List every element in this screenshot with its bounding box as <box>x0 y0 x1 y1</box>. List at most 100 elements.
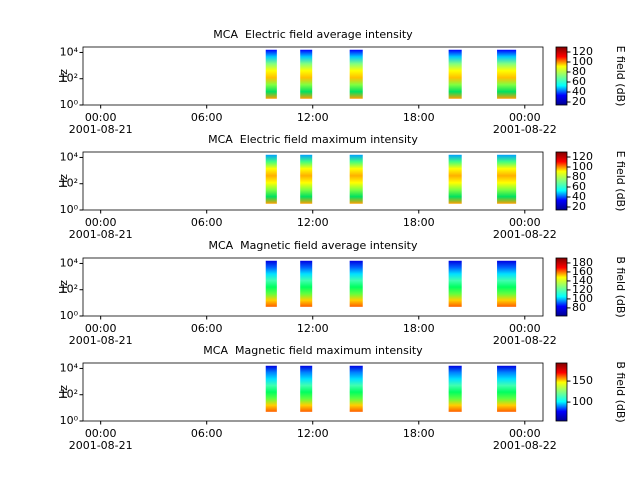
x-date-label: 2001-08-22 <box>493 439 557 452</box>
spectrum-block <box>300 260 313 307</box>
y-tick-label: 10⁰ <box>60 203 79 216</box>
y-tick-label: 10⁴ <box>60 45 79 58</box>
y-tick-label: 10⁰ <box>60 309 79 322</box>
colorbar-tick-label: 120 <box>572 45 593 58</box>
x-tick-label: 06:00 <box>191 111 223 124</box>
colorbar-label: E field (dB) <box>614 46 627 107</box>
colorbar <box>555 362 568 422</box>
x-date-label: 2001-08-22 <box>493 123 557 136</box>
x-date-label: 2001-08-22 <box>493 334 557 347</box>
spectrum-block <box>265 365 277 412</box>
spectrum-block <box>497 49 517 99</box>
colorbar-tick-label: 100 <box>572 160 593 173</box>
panel-title: MCA Magnetic field average intensity <box>208 239 417 252</box>
x-date-label: 2001-08-21 <box>69 334 133 347</box>
x-tick-label: 12:00 <box>297 216 329 229</box>
x-tick-label: 12:00 <box>297 322 329 335</box>
spectrum-block <box>448 49 462 99</box>
x-date-label: 2001-08-22 <box>493 228 557 241</box>
x-tick-label: 00:00 <box>85 111 117 124</box>
x-tick-label: 18:00 <box>403 427 435 440</box>
plot-frame <box>82 362 544 422</box>
spectrum-block <box>448 365 462 412</box>
colorbar-tick-label: 60 <box>572 75 586 88</box>
spectrum-block <box>349 365 363 412</box>
spectrum-block <box>497 154 517 204</box>
colorbar-tick-label: 40 <box>572 190 586 203</box>
y-tick-label: 10⁴ <box>60 361 79 374</box>
x-tick-label: 18:00 <box>403 111 435 124</box>
y-tick-label: 10² <box>60 283 78 296</box>
x-date-label: 2001-08-21 <box>69 228 133 241</box>
colorbar <box>555 46 568 106</box>
panel-title: MCA Electric field average intensity <box>213 28 413 41</box>
spectrum-block <box>265 154 277 204</box>
y-axis-label: Hz <box>57 174 70 188</box>
spectrum-block <box>349 154 363 204</box>
colorbar-tick-label: 60 <box>572 180 586 193</box>
colorbar-tick-label: 20 <box>572 200 586 213</box>
colorbar-tick-label: 180 <box>572 256 593 269</box>
y-axis-label: Hz <box>57 280 70 294</box>
x-tick-label: 00:00 <box>509 111 541 124</box>
colorbar-tick-label: 120 <box>572 283 593 296</box>
spectrum-block <box>300 154 313 204</box>
spectrum-block <box>349 260 363 307</box>
colorbar-tick-label: 20 <box>572 95 586 108</box>
y-tick-label: 10⁰ <box>60 98 79 111</box>
spectrum-block <box>448 154 462 204</box>
colorbar-tick-label: 40 <box>572 85 586 98</box>
x-tick-label: 00:00 <box>509 216 541 229</box>
colorbar-tick-label: 100 <box>572 55 593 68</box>
colorbar-label: B field (dB) <box>614 361 627 422</box>
spectrum-block <box>497 260 517 307</box>
x-tick-label: 12:00 <box>297 111 329 124</box>
x-tick-label: 06:00 <box>191 216 223 229</box>
x-tick-label: 00:00 <box>85 216 117 229</box>
x-tick-label: 00:00 <box>509 427 541 440</box>
panel-title: MCA Electric field maximum intensity <box>208 133 418 146</box>
colorbar-tick-label: 100 <box>572 395 593 408</box>
y-tick-label: 10⁴ <box>60 150 79 163</box>
colorbar-label: B field (dB) <box>614 256 627 317</box>
colorbar-tick-label: 80 <box>572 301 586 314</box>
x-tick-label: 00:00 <box>85 322 117 335</box>
y-axis-label: Hz <box>57 385 70 399</box>
y-tick-label: 10² <box>60 72 78 85</box>
colorbar-tick-label: 150 <box>572 374 593 387</box>
colorbar-tick-label: 120 <box>572 150 593 163</box>
plot-frame <box>82 46 544 106</box>
y-tick-label: 10² <box>60 388 78 401</box>
spectrum-block <box>300 365 313 412</box>
colorbar-tick-label: 160 <box>572 265 593 278</box>
plot-frame <box>82 151 544 211</box>
colorbar-label: E field (dB) <box>614 151 627 212</box>
x-date-label: 2001-08-21 <box>69 123 133 136</box>
x-tick-label: 18:00 <box>403 322 435 335</box>
spectrum-block <box>300 49 313 99</box>
y-tick-label: 10⁴ <box>60 256 79 269</box>
spectrum-block <box>349 49 363 99</box>
colorbar-tick-label: 80 <box>572 65 586 78</box>
spectrum-block <box>497 365 517 412</box>
x-tick-label: 06:00 <box>191 427 223 440</box>
spectrum-block <box>265 260 277 307</box>
x-tick-label: 18:00 <box>403 216 435 229</box>
colorbar <box>555 257 568 317</box>
y-axis-label: Hz <box>57 69 70 83</box>
spectrum-block <box>448 260 462 307</box>
x-tick-label: 00:00 <box>85 427 117 440</box>
colorbar-tick-label: 100 <box>572 292 593 305</box>
plot-frame <box>82 257 544 317</box>
panel-title: MCA Magnetic field maximum intensity <box>203 344 423 357</box>
spectrum-block <box>265 49 277 99</box>
x-tick-label: 12:00 <box>297 427 329 440</box>
y-tick-label: 10⁰ <box>60 414 79 427</box>
x-tick-label: 00:00 <box>509 322 541 335</box>
colorbar <box>555 151 568 211</box>
y-tick-label: 10² <box>60 177 78 190</box>
x-tick-label: 06:00 <box>191 322 223 335</box>
colorbar-tick-label: 140 <box>572 274 593 287</box>
colorbar-tick-label: 80 <box>572 170 586 183</box>
